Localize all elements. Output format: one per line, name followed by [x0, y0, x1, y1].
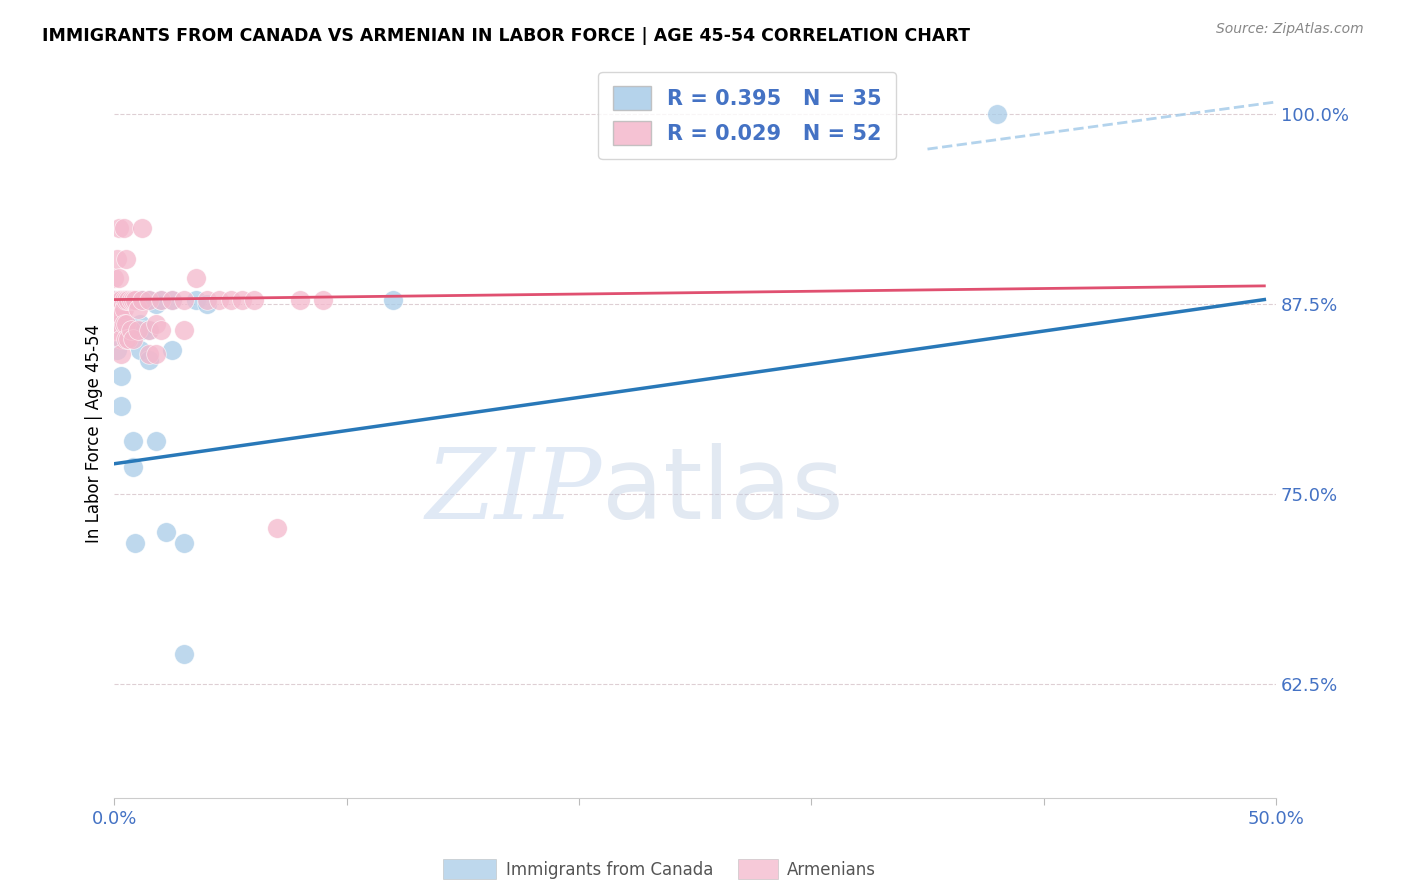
Point [173, 535, 195, 549]
Point [124, 535, 146, 549]
Point [110, 332, 132, 346]
Point [173, 293, 195, 307]
Point [129, 317, 152, 331]
Point [149, 323, 172, 337]
Point [112, 293, 135, 307]
Point [117, 293, 139, 307]
Point [127, 323, 149, 337]
Point [127, 293, 149, 307]
Point [162, 343, 184, 357]
Point [112, 301, 135, 316]
Point [149, 293, 172, 307]
Point [138, 323, 160, 337]
Point [195, 293, 218, 307]
Point [110, 308, 132, 322]
Point [115, 293, 138, 307]
Point [108, 293, 131, 307]
Point [110, 293, 132, 307]
Point [122, 434, 145, 448]
Point [110, 399, 132, 413]
Point [131, 323, 153, 337]
Point [103, 271, 125, 285]
Point [105, 343, 128, 357]
Point [138, 293, 160, 307]
Point [105, 323, 128, 337]
Point [115, 317, 138, 331]
Point [115, 252, 138, 266]
Text: ZIP: ZIP [426, 444, 602, 540]
Legend: R = 0.395   N = 35, R = 0.029   N = 52: R = 0.395 N = 35, R = 0.029 N = 52 [599, 71, 897, 160]
Text: IMMIGRANTS FROM CANADA VS ARMENIAN IN LABOR FORCE | AGE 45-54 CORRELATION CHART: IMMIGRANTS FROM CANADA VS ARMENIAN IN LA… [42, 27, 970, 45]
Point [122, 459, 145, 474]
Point [184, 293, 207, 307]
Point [145, 317, 167, 331]
Point [108, 317, 131, 331]
Point [120, 323, 142, 337]
Point [149, 293, 172, 307]
Point [117, 332, 139, 346]
Point [131, 221, 153, 235]
Point [266, 520, 288, 534]
Point [127, 301, 149, 316]
Point [120, 293, 142, 307]
Point [103, 293, 125, 307]
Text: Armenians: Armenians [787, 861, 876, 879]
Point [145, 347, 167, 361]
Point [145, 434, 167, 448]
Point [110, 368, 132, 383]
Point [138, 323, 160, 337]
Text: Immigrants from Canada: Immigrants from Canada [506, 861, 713, 879]
Point [145, 297, 167, 311]
Point [108, 221, 131, 235]
Point [155, 525, 177, 540]
Point [108, 271, 131, 285]
Point [122, 293, 145, 307]
Point [129, 343, 152, 357]
Point [312, 293, 335, 307]
Point [290, 293, 312, 307]
Point [138, 293, 160, 307]
Point [195, 297, 218, 311]
Point [138, 347, 160, 361]
Point [231, 293, 253, 307]
Point [112, 317, 135, 331]
Point [105, 317, 128, 331]
Point [112, 293, 135, 307]
Point [103, 293, 125, 307]
Point [131, 293, 153, 307]
Point [184, 271, 207, 285]
Point [108, 301, 131, 316]
Point [162, 293, 184, 307]
Point [112, 323, 135, 337]
Point [120, 323, 142, 337]
Point [110, 347, 132, 361]
Point [131, 293, 153, 307]
Y-axis label: In Labor Force | Age 45-54: In Labor Force | Age 45-54 [86, 324, 103, 543]
Point [162, 293, 184, 307]
Point [108, 293, 131, 307]
Text: Source: ZipAtlas.com: Source: ZipAtlas.com [1216, 22, 1364, 37]
Point [243, 293, 266, 307]
Point [105, 252, 128, 266]
Point [105, 301, 128, 316]
Point [112, 221, 135, 235]
Point [124, 293, 146, 307]
Text: atlas: atlas [602, 443, 844, 541]
Point [115, 293, 138, 307]
Point [986, 107, 1008, 121]
Point [115, 332, 138, 346]
Point [219, 293, 242, 307]
Point [382, 293, 405, 307]
Point [208, 293, 231, 307]
Point [173, 323, 195, 337]
Point [117, 293, 139, 307]
Point [122, 332, 145, 346]
Point [115, 317, 138, 331]
Point [173, 647, 195, 661]
Point [138, 353, 160, 368]
